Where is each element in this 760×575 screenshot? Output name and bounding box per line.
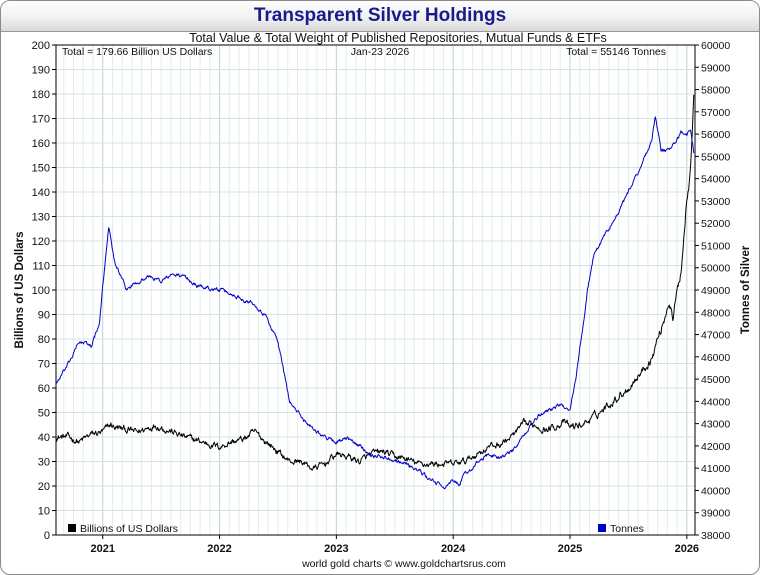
y-right-tick-label: 47000 [701, 330, 730, 342]
y-right-tick-label: 49000 [701, 285, 730, 297]
chart-subtitle: Total Value & Total Weight of Published … [189, 31, 607, 45]
x-tick-label: 2022 [207, 543, 231, 555]
legend-tonnes-swatch [598, 524, 606, 532]
y-left-tick-label: 70 [38, 359, 50, 371]
annotation-date: Jan-23 2026 [351, 46, 410, 58]
y-right-tick-label: 42000 [701, 441, 730, 453]
y-left-tick-label: 150 [32, 163, 50, 175]
y-left-tick-label: 110 [32, 261, 50, 273]
y-right-tick-label: 44000 [701, 396, 730, 408]
y-right-tick-label: 38000 [701, 530, 730, 542]
y-left-tick-label: 40 [38, 432, 50, 444]
y-right-tick-label: 53000 [701, 196, 730, 208]
axis-ticks: 0 10 20 30 40 50 60 70 80 90 100 110 120 130 140 150 160… [32, 40, 731, 555]
y-left-tick-label: 20 [38, 481, 50, 493]
y-left-tick-label: 90 [38, 310, 50, 322]
y-right-tick-label: 40000 [701, 485, 730, 497]
y-left-tick-label: 80 [38, 334, 50, 346]
legend-usd-swatch [68, 524, 76, 532]
y-right-tick-label: 55000 [701, 151, 730, 163]
y-right-tick-label: 39000 [701, 508, 730, 520]
y-left-tick-label: 120 [32, 236, 50, 248]
y-left-tick-label: 200 [32, 40, 50, 52]
y-right-tick-label: 54000 [701, 174, 730, 186]
y-right-tick-label: 45000 [701, 374, 730, 386]
y-right-tick-label: 58000 [701, 85, 730, 97]
title-bar: Transparent Silver Holdings [1, 1, 759, 32]
y-right-tick-label: 46000 [701, 352, 730, 364]
y-axis-right-label: Tonnes of Silver [740, 245, 752, 334]
series-tonnes-line [55, 116, 695, 490]
y-left-tick-label: 100 [32, 285, 50, 297]
footer-credit: world gold charts © www.goldchartsrus.co… [301, 558, 506, 570]
series-layer [55, 94, 695, 490]
y-left-tick-label: 140 [32, 187, 50, 199]
legend-tonnes: Tonnes [598, 523, 644, 535]
legend-usd-label: Billions of US Dollars [80, 523, 178, 535]
legend-usd: Billions of US Dollars [68, 523, 178, 535]
annotation-total-tonnes: Total = 55146 Tonnes [566, 46, 666, 58]
y-right-tick-label: 57000 [701, 107, 730, 119]
y-right-tick-label: 48000 [701, 307, 730, 319]
y-left-tick-label: 160 [32, 138, 50, 150]
legend-tonnes-label: Tonnes [610, 523, 644, 535]
y-left-tick-label: 50 [38, 408, 50, 420]
x-tick-label: 2025 [558, 543, 582, 555]
chart-title: Transparent Silver Holdings [253, 5, 507, 26]
y-right-tick-label: 41000 [701, 463, 730, 475]
y-axis-left-label: Billions of US Dollars [14, 232, 26, 349]
y-left-tick-label: 130 [32, 212, 50, 224]
x-tick-label: 2026 [675, 543, 699, 555]
y-right-tick-label: 52000 [701, 218, 730, 230]
annotation-total-value: Total = 179.66 Billion US Dollars [62, 46, 212, 58]
grid [56, 45, 695, 535]
y-left-tick-label: 170 [32, 114, 50, 126]
y-left-tick-label: 10 [38, 506, 50, 518]
x-tick-label: 2024 [441, 543, 466, 555]
y-right-tick-label: 60000 [701, 40, 730, 52]
x-tick-label: 2021 [90, 543, 114, 555]
y-right-tick-label: 56000 [701, 129, 730, 141]
y-right-tick-label: 51000 [701, 240, 730, 252]
y-left-tick-label: 60 [38, 383, 50, 395]
y-left-tick-label: 180 [32, 89, 50, 101]
y-right-tick-label: 50000 [701, 263, 730, 275]
y-left-tick-label: 0 [44, 530, 50, 542]
x-tick-label: 2023 [324, 543, 348, 555]
y-right-tick-label: 43000 [701, 419, 730, 431]
series-usd-line [55, 94, 695, 471]
y-right-tick-label: 59000 [701, 62, 730, 74]
y-left-tick-label: 190 [32, 65, 50, 77]
y-left-tick-label: 30 [38, 457, 50, 469]
